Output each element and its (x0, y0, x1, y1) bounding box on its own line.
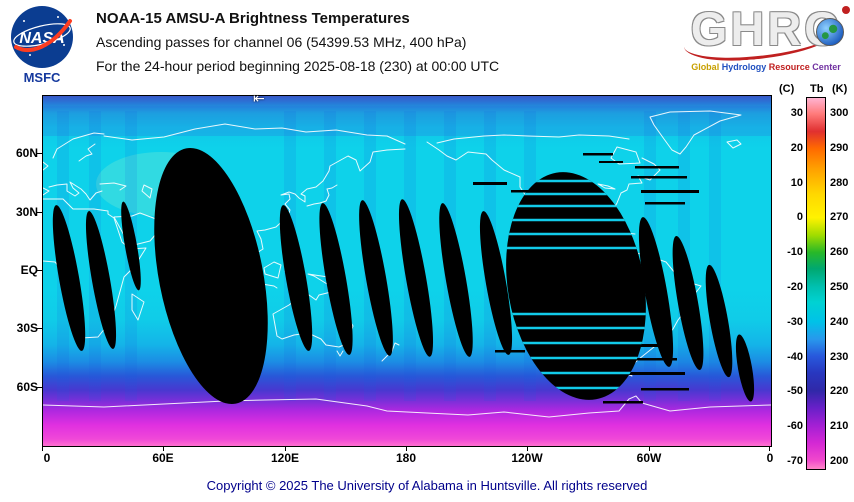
colorbar-k-290: 290 (830, 142, 849, 154)
colorbar-gradient (806, 97, 826, 470)
lon-tick (769, 446, 770, 451)
colorbar-unit-kelvin: (K) (832, 83, 848, 95)
colorbar-c-0: 0 (796, 211, 803, 223)
colorbar-k-250: 250 (830, 281, 849, 293)
copyright-notice: Copyright © 2025 The University of Alaba… (206, 478, 648, 493)
colorbar-c-m30: -30 (787, 316, 803, 328)
lon-label-0e: 0 (43, 451, 51, 465)
ghrc-tagline-global: Global (691, 62, 720, 72)
lon-tick (527, 446, 528, 451)
lat-label-eq: EQ (20, 263, 38, 277)
colorbar-k-230: 230 (830, 351, 849, 363)
lon-label-180: 180 (395, 451, 417, 465)
lon-tick (285, 446, 286, 451)
world-map (42, 95, 772, 447)
colorbar-k-300: 300 (830, 107, 849, 119)
ghrc-logo: GHRC Global Hydrology Resource Center (680, 0, 852, 78)
colorbar-k-240: 240 (830, 316, 849, 328)
colorbar-k-210: 210 (830, 420, 849, 432)
lon-label-120e: 120E (270, 451, 300, 465)
page-title: NOAA-15 AMSU-A Brightness Temperatures (96, 10, 410, 27)
colorbar-c-m60: -60 (787, 420, 803, 432)
lon-tick (163, 446, 164, 451)
cursor-icon: ⇤ (253, 90, 265, 106)
msfc-label: MSFC (23, 70, 61, 85)
lat-tick (37, 212, 42, 213)
nasa-logo-icon: NASA (10, 5, 74, 69)
ghrc-tagline-resource: Resource (768, 62, 810, 72)
colorbar-c-m50: -50 (787, 385, 803, 397)
colorbar-k-220: 220 (830, 385, 849, 397)
lat-label-30s: 30S (16, 321, 38, 335)
lon-tick (406, 446, 407, 451)
lat-tick (37, 270, 42, 271)
lon-label-60w: 60W (636, 451, 662, 465)
ghrc-tagline: Global Hydrology Resource Center (680, 62, 852, 72)
lat-label-60s: 60S (16, 380, 38, 394)
colorbar-k-280: 280 (830, 177, 849, 189)
svg-text:NASA: NASA (19, 30, 64, 47)
lon-label-120w: 120W (511, 451, 543, 465)
page-subtitle-period: For the 24-hour period beginning 2025-08… (96, 58, 500, 74)
lon-label-0w: 0 (766, 451, 774, 465)
colorbar-unit-celsius: (C) (779, 83, 795, 95)
page-subtitle-channel: Ascending passes for channel 06 (54399.5… (96, 34, 467, 50)
colorbar-k-270: 270 (830, 211, 849, 223)
lat-tick (37, 153, 42, 154)
colorbar-k-200: 200 (830, 455, 849, 467)
colorbar-title: Tb (810, 83, 824, 95)
colorbar-c-m10: -10 (787, 246, 803, 258)
lat-label-30n: 30N (15, 205, 38, 219)
lon-tick (42, 446, 43, 451)
colorbar-k-260: 260 (830, 246, 849, 258)
colorbar-c-20: 20 (790, 142, 803, 154)
colorbar-c-m20: -20 (787, 281, 803, 293)
colorbar-c-m70: -70 (787, 455, 803, 467)
ghrc-tagline-center: Center (812, 62, 841, 72)
lat-label-60n: 60N (15, 146, 38, 160)
colorbar-c-30: 30 (790, 107, 803, 119)
lat-tick (37, 328, 42, 329)
ghrc-wordmark: GHRC (690, 2, 842, 55)
ghrc-swoosh-dot-icon (842, 6, 850, 14)
globe-icon (816, 18, 844, 46)
colorbar-c-10: 10 (790, 177, 803, 189)
ghrc-tagline-hydrology: Hydrology (721, 62, 767, 72)
lat-tick (37, 387, 42, 388)
lon-label-60e: 60E (152, 451, 174, 465)
lon-tick (649, 446, 650, 451)
colorbar-c-m40: -40 (787, 351, 803, 363)
